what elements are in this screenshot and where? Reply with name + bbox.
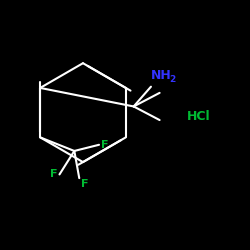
Text: F: F <box>81 180 89 190</box>
Text: HCl: HCl <box>187 110 211 123</box>
Text: F: F <box>101 140 108 150</box>
Text: F: F <box>50 170 58 179</box>
Text: NH: NH <box>151 69 172 82</box>
Text: 2: 2 <box>170 75 176 84</box>
